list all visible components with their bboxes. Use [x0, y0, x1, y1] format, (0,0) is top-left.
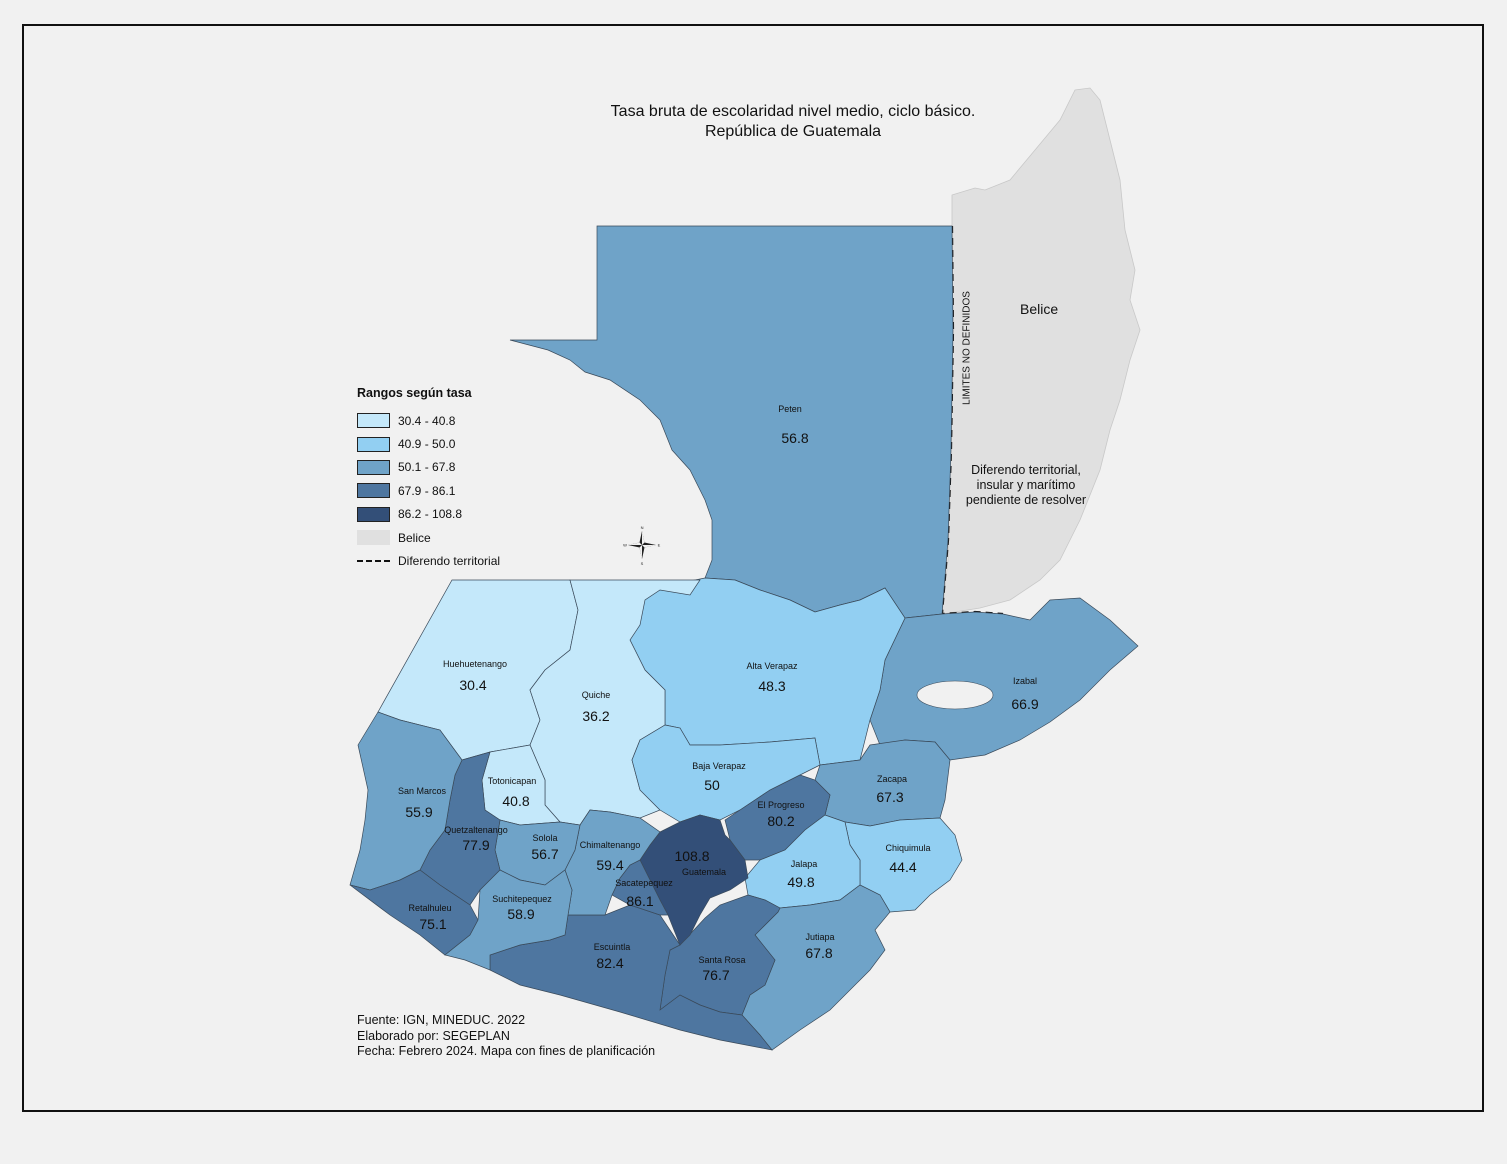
legend-swatch	[357, 530, 390, 546]
diferendo-line-2: insular y marítimo	[976, 478, 1076, 492]
legend-item: 40.9 - 50.0	[357, 432, 500, 455]
dept-value-jutiapa: 67.8	[805, 945, 832, 961]
legend-label: Belice	[398, 530, 431, 545]
dept-label-el-progreso: El Progreso	[757, 800, 804, 810]
dept-label-sacatepequez: Sacatepequez	[615, 878, 673, 888]
legend-dash-line	[357, 560, 390, 563]
dept-label-peten: Peten	[778, 404, 802, 414]
dept-value-suchitepequez: 58.9	[507, 906, 534, 922]
compass-s: S	[641, 561, 644, 566]
dept-value-huehuetenango: 30.4	[459, 677, 486, 693]
legend-item: 50.1 - 67.8	[357, 456, 500, 479]
map-legend: Rangos según tasa 30.4 - 40.8 40.9 - 50.…	[357, 386, 500, 573]
credits-date: Fecha: Febrero 2024. Mapa con fines de p…	[357, 1044, 656, 1058]
dept-value-retalhuleu: 75.1	[419, 916, 446, 932]
dept-value-quiche: 36.2	[582, 708, 609, 724]
map-subtitle: República de Guatemala	[704, 123, 882, 140]
dept-retalhuleu	[349, 869, 479, 956]
dept-label-quetzaltenango: Quetzaltenango	[444, 825, 508, 835]
dept-value-escuintla: 82.4	[596, 955, 623, 971]
dept-value-santa-rosa: 76.7	[702, 967, 729, 983]
dept-label-san-marcos: San Marcos	[398, 786, 447, 796]
dept-label-totonicapan: Totonicapan	[488, 776, 537, 786]
dept-label-chimaltenango: Chimaltenango	[580, 840, 641, 850]
legend-label: 67.9 - 86.1	[398, 483, 456, 498]
legend-swatch	[357, 436, 390, 452]
legend-item: Diferendo territorial	[357, 549, 500, 572]
legend-item: 67.9 - 86.1	[357, 479, 500, 502]
credits-author: Elaborado por: SEGEPLAN	[357, 1028, 510, 1043]
compass-e: E	[658, 543, 661, 548]
dept-label-guatemala: Guatemala	[682, 867, 726, 877]
legend-swatch	[357, 413, 390, 429]
dept-value-el-progreso: 80.2	[767, 813, 794, 829]
map-credits: Fuente: IGN, MINEDUC. 2022 Elaborado por…	[357, 1013, 655, 1060]
dept-value-totonicapan: 40.8	[502, 793, 529, 809]
dept-label-quiche: Quiche	[582, 690, 611, 700]
legend-label: Diferendo territorial	[398, 554, 501, 569]
dept-label-jutiapa: Jutiapa	[805, 932, 834, 942]
compass-w: W	[623, 543, 627, 548]
dept-value-baja-verapaz: 50	[704, 777, 720, 793]
dept-value-jalapa: 49.8	[787, 874, 814, 890]
legend-label: 30.4 - 40.8	[398, 413, 456, 428]
compass-rose: N S E W	[623, 525, 661, 566]
legend-item: 86.2 - 108.8	[357, 503, 500, 526]
region-belice	[941, 87, 1141, 615]
dept-label-escuintla: Escuintla	[594, 942, 631, 952]
dept-label-huehuetenango: Huehuetenango	[443, 659, 507, 669]
dept-izabal	[869, 597, 1139, 761]
dept-label-jalapa: Jalapa	[791, 859, 818, 869]
compass-n: N	[641, 525, 644, 530]
dept-value-guatemala: 108.8	[674, 848, 709, 864]
legend-swatch	[357, 459, 390, 475]
dept-label-solola: Solola	[532, 833, 557, 843]
limites-label: LIMITES NO DEFINIDOS	[961, 291, 973, 405]
dept-label-retalhuleu: Retalhuleu	[408, 903, 451, 913]
diferendo-line-3: pendiente de resolver	[965, 493, 1087, 507]
dept-value-zacapa: 67.3	[876, 789, 903, 805]
diferendo-note: Diferendo territorial, insular y marítim…	[955, 463, 1097, 508]
dept-quiche	[529, 579, 701, 826]
dept-label-baja-verapaz: Baja Verapaz	[692, 761, 746, 771]
legend-swatch	[357, 483, 390, 499]
dept-value-alta-verapaz: 48.3	[758, 678, 785, 694]
dept-value-solola: 56.7	[531, 846, 558, 862]
dept-label-zacapa: Zacapa	[877, 774, 907, 784]
legend-label: 40.9 - 50.0	[398, 437, 456, 452]
dept-label-santa-rosa: Santa Rosa	[698, 955, 745, 965]
dept-value-peten: 56.8	[781, 430, 808, 446]
credits-source: Fuente: IGN, MINEDUC. 2022	[357, 1013, 526, 1027]
dept-value-sacatepequez: 86.1	[626, 893, 653, 909]
dept-peten	[509, 225, 954, 619]
dept-label-chiquimula: Chiquimula	[885, 843, 930, 853]
dept-value-san-marcos: 55.9	[405, 804, 432, 820]
legend-title: Rangos según tasa	[357, 386, 472, 400]
diferendo-line-1: Diferendo territorial,	[971, 463, 1081, 477]
legend-item: Belice	[357, 526, 500, 549]
legend-label: 50.1 - 67.8	[398, 460, 456, 475]
dept-value-izabal: 66.9	[1011, 696, 1038, 712]
dept-label-alta-verapaz: Alta Verapaz	[746, 661, 798, 671]
legend-label: 86.2 - 108.8	[398, 507, 463, 522]
dept-suchitepequez	[444, 869, 573, 971]
dept-label-izabal: Izabal	[1013, 676, 1037, 686]
map-frame	[22, 24, 1484, 1112]
lago-izabal	[916, 680, 994, 710]
map-title: Tasa bruta de escolaridad nivel medio, c…	[610, 103, 976, 120]
dept-value-quetzaltenango: 77.9	[462, 837, 489, 853]
belice-label: Belice	[1020, 301, 1059, 317]
dept-value-chiquimula: 44.4	[889, 859, 916, 875]
legend-item: 30.4 - 40.8	[357, 409, 500, 432]
legend-swatch	[357, 506, 390, 522]
dept-value-chimaltenango: 59.4	[596, 857, 623, 873]
dept-label-suchitepequez: Suchitepequez	[492, 894, 552, 904]
